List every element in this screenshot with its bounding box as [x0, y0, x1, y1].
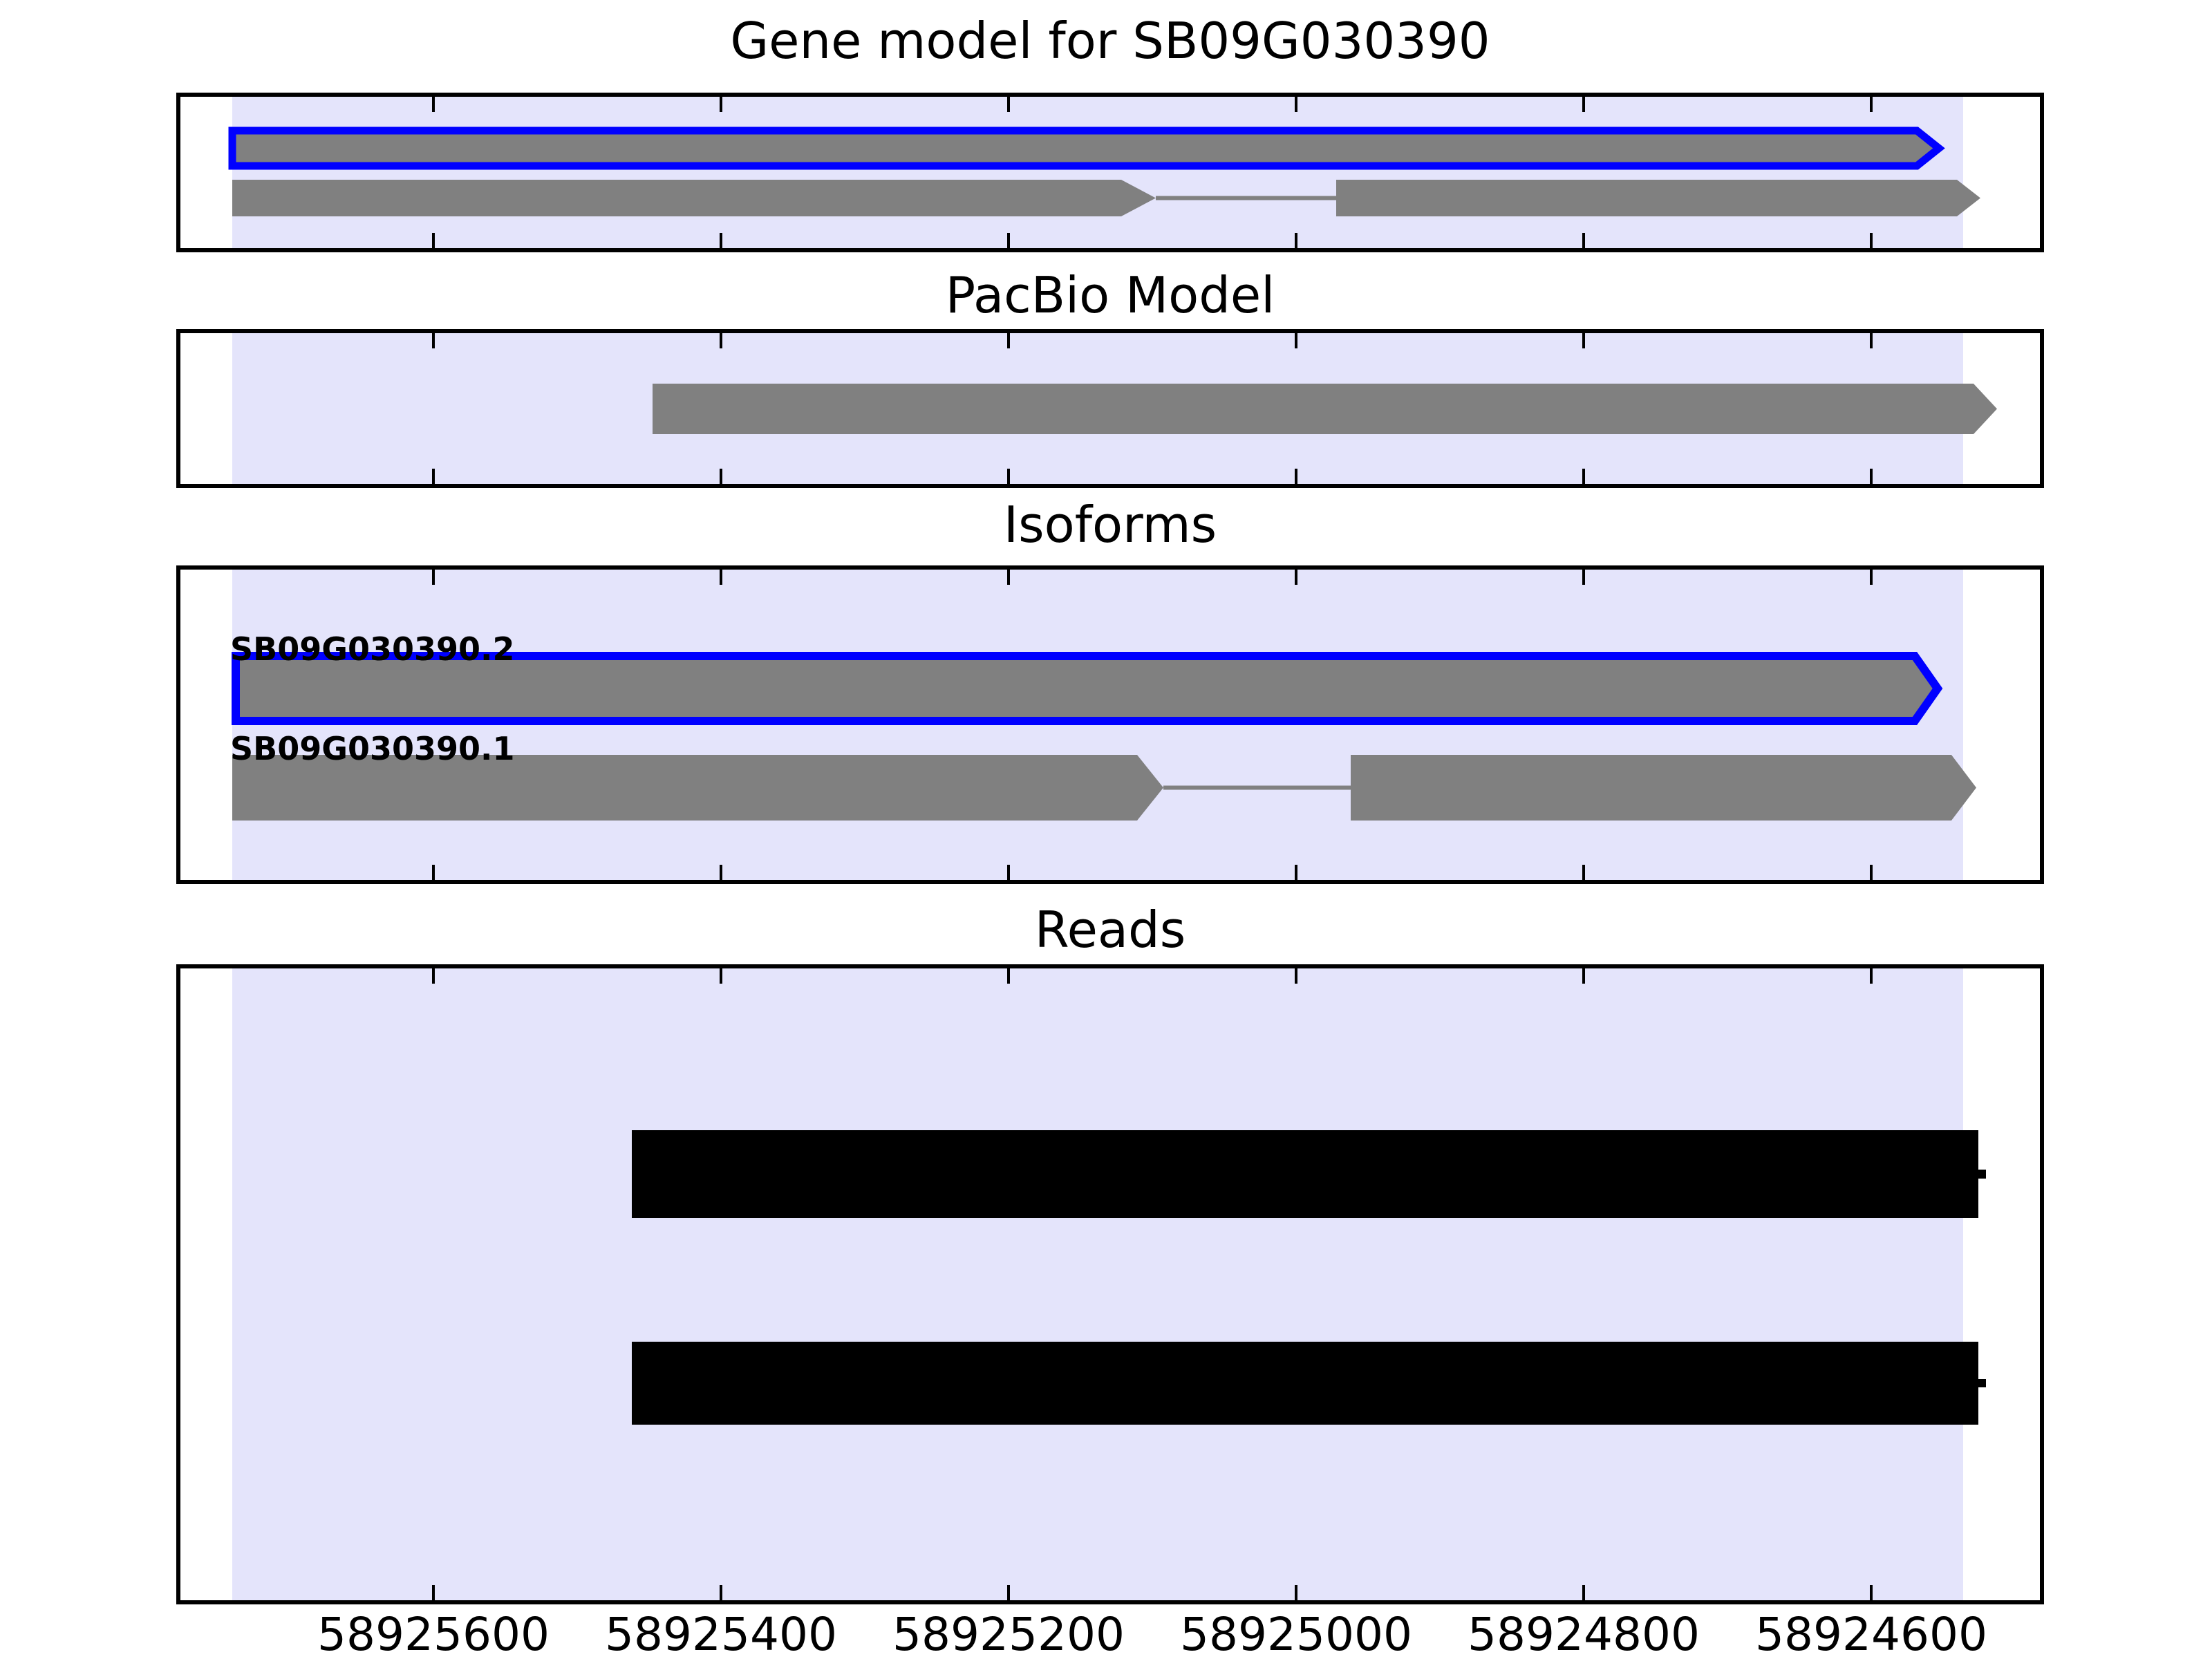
reads-title: Reads	[1034, 901, 1186, 959]
panel-reads	[176, 964, 2044, 1604]
x-axis-tick-label: 58925400	[605, 1608, 837, 1659]
highlight-region	[232, 968, 1963, 1600]
read-bar-2-end-cap	[1978, 1379, 1986, 1387]
isoform-1-exon-1	[232, 755, 1163, 821]
isoform-2-label: SB09G030390.2	[230, 630, 515, 668]
read-bar-1-end-cap	[1978, 1170, 1986, 1179]
x-axis-tick-label: 58924800	[1468, 1608, 1700, 1659]
gene-model-isoform-1-exon-1	[232, 180, 1156, 216]
x-axis-tick-label: 58925600	[317, 1608, 550, 1659]
read-bar-1	[632, 1130, 1978, 1218]
highlight-region	[232, 97, 1963, 248]
isoform-1-exon-2	[1351, 755, 1976, 821]
panel-pacbio	[176, 329, 2044, 488]
reads-plot	[232, 968, 1986, 1600]
pacbio-title: PacBio Model	[945, 266, 1275, 324]
read-bar-2	[632, 1342, 1978, 1425]
gene-model-plot	[228, 97, 1980, 248]
isoforms-plot	[232, 570, 1976, 880]
x-axis-tick-label: 58924600	[1755, 1608, 1987, 1659]
panel-isoforms: SB09G030390.2 SB09G030390.1	[176, 565, 2044, 884]
x-axis-tick-label: 58925200	[892, 1608, 1125, 1659]
isoform-2-arrow	[232, 652, 1943, 725]
isoform-1-label: SB09G030390.1	[230, 730, 515, 767]
isoforms-title: Isoforms	[1003, 496, 1217, 554]
pacbio-plot	[232, 333, 1997, 484]
x-axis-tick-label: 58925000	[1180, 1608, 1412, 1659]
panel-gene-model	[176, 93, 2044, 252]
gene-model-title: Gene model for SB09G030390	[730, 12, 1490, 70]
gene-model-isoform-1-exon-2	[1336, 180, 1980, 216]
gene-model-isoform-2-arrow	[228, 126, 1945, 170]
pacbio-transcript-arrow	[653, 384, 1997, 434]
